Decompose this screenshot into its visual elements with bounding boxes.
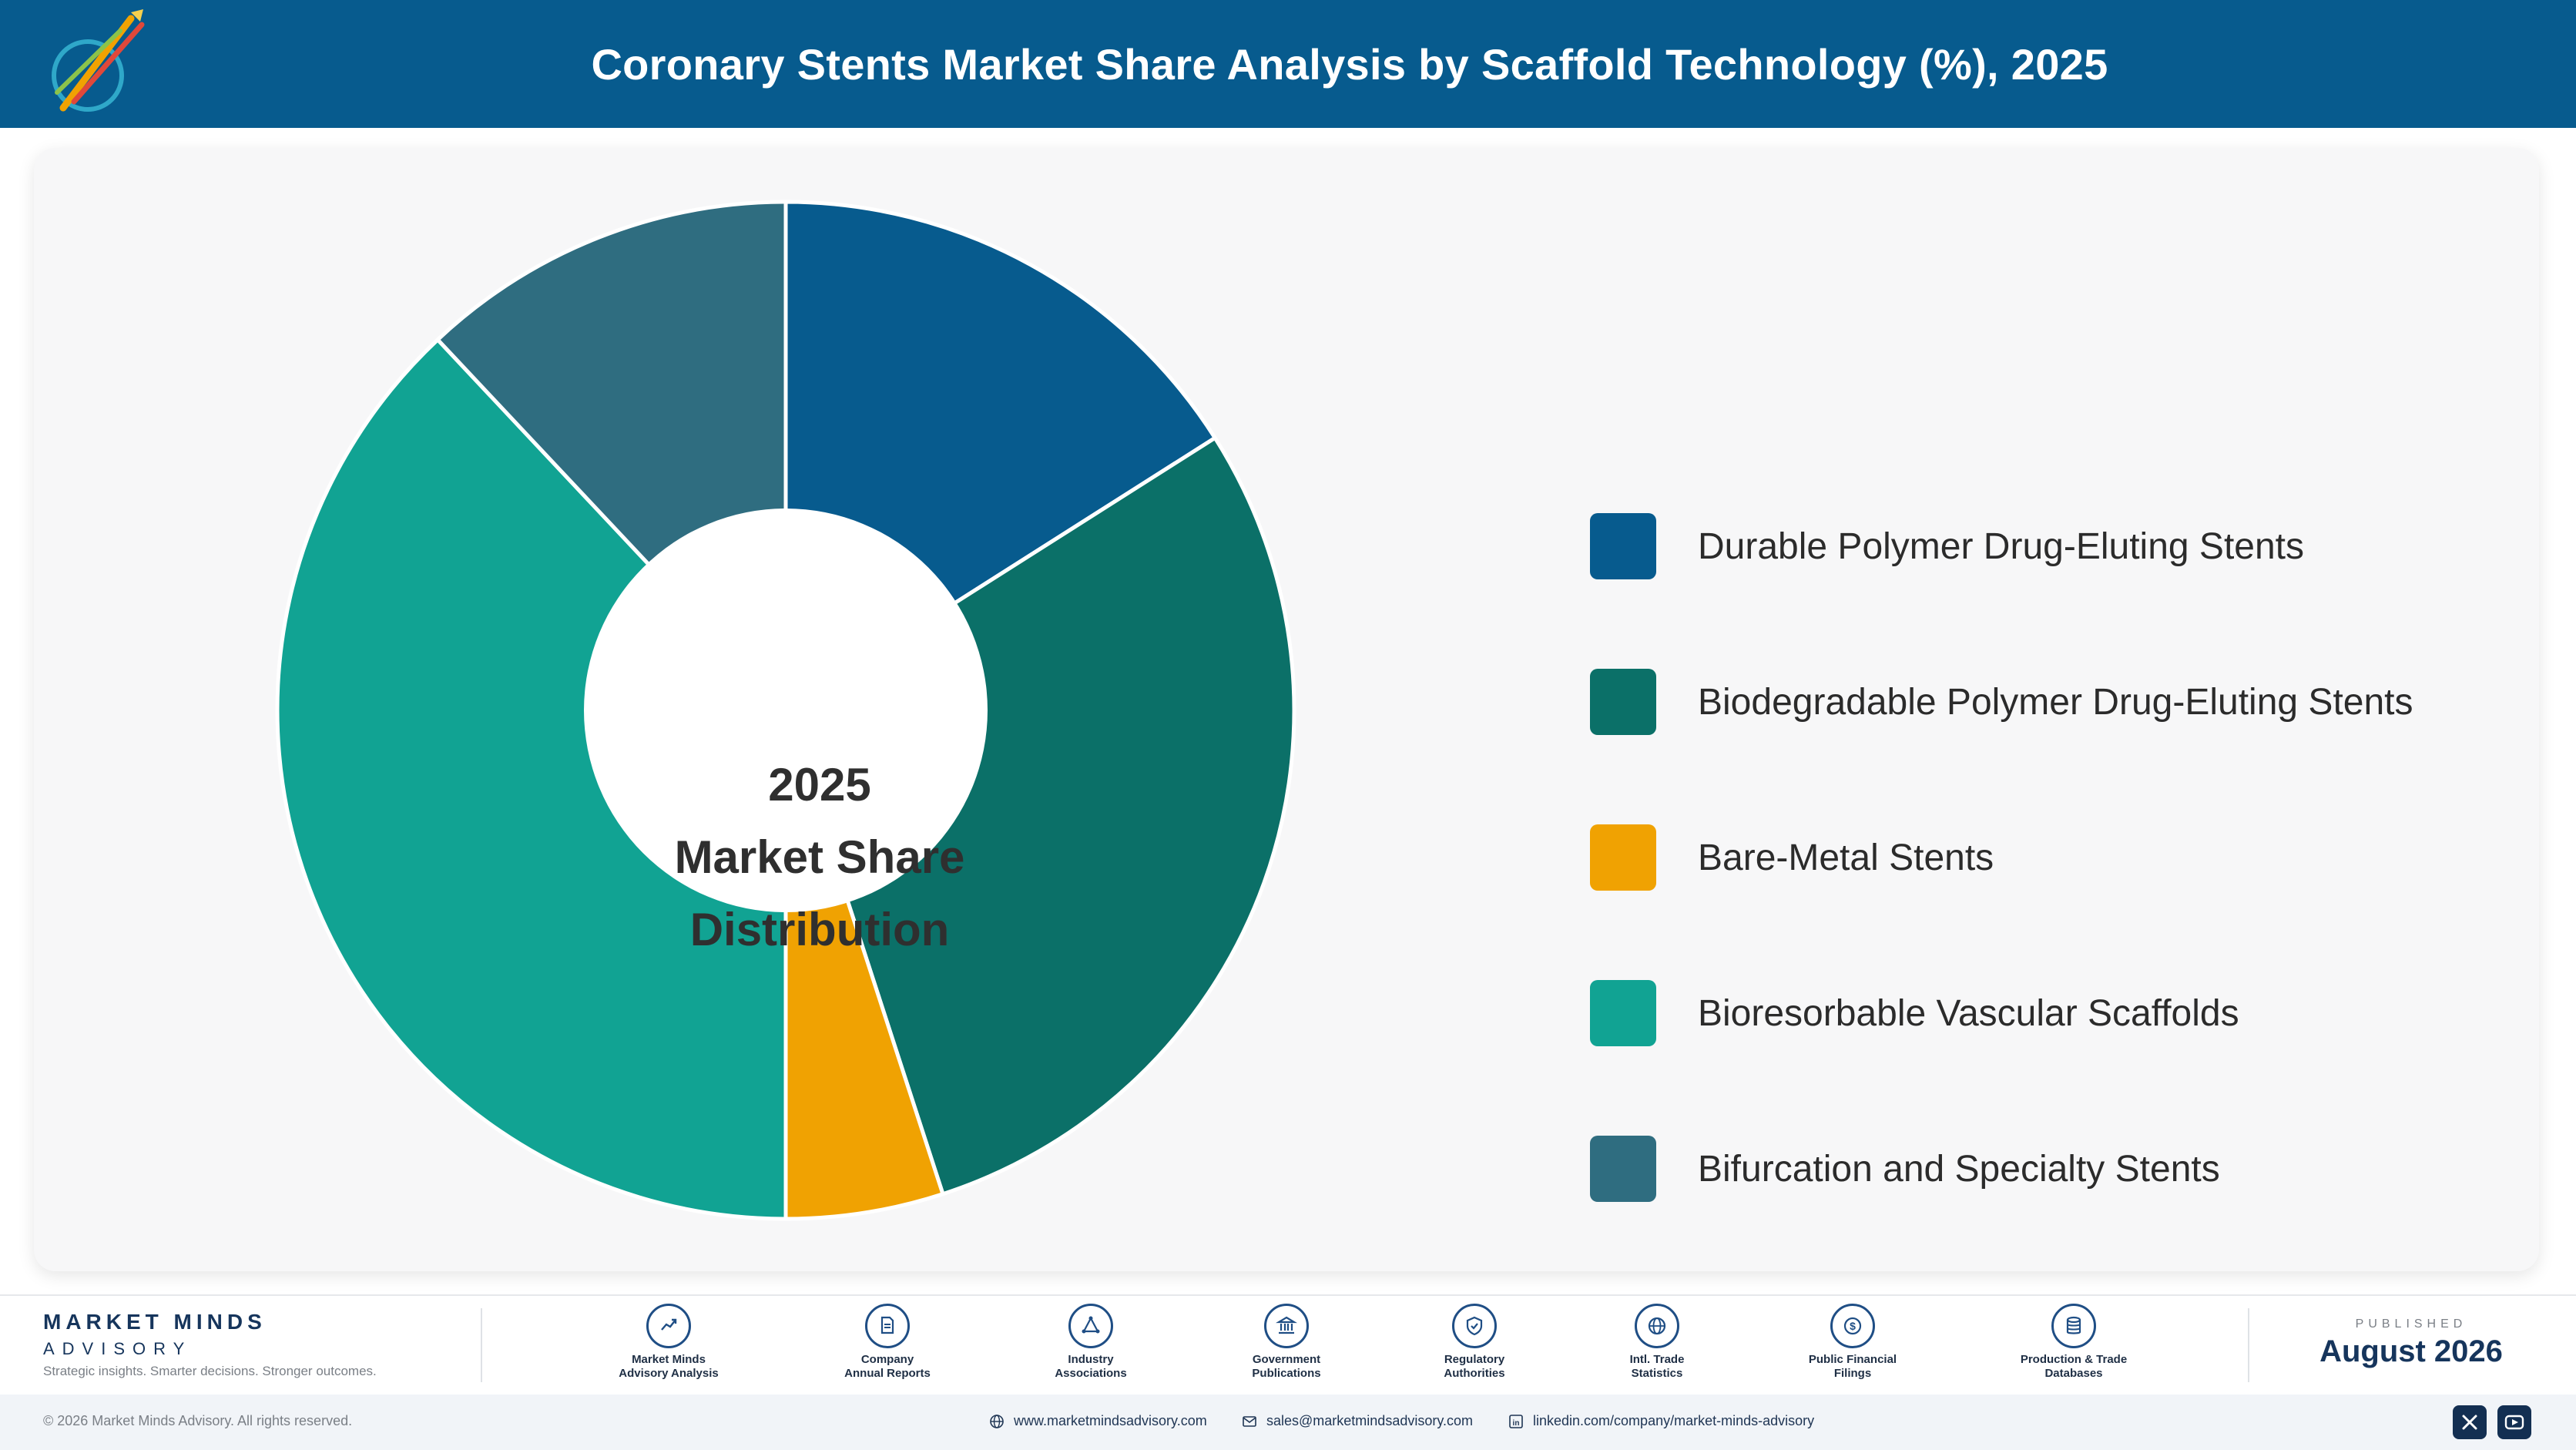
website-text: www.marketmindsadvisory.com [1014,1413,1207,1428]
page-title: Coronary Stents Market Share Analysis by… [591,39,2108,89]
copyright-text: © 2026 Market Minds Advisory. All rights… [43,1413,353,1428]
linkedin-text: linkedin.com/company/market-minds-adviso… [1533,1413,1815,1428]
source-item: Market Minds Advisory Analysis [584,1304,753,1381]
source-label: Industry Associations [1055,1353,1127,1380]
database-icon [2051,1304,2096,1348]
source-item: Government Publications [1202,1304,1371,1381]
source-label: Intl. Trade Statistics [1629,1353,1685,1380]
header-bar: Coronary Stents Market Share Analysis by… [0,0,2576,128]
source-item: Intl. Trade Statistics [1572,1304,1742,1381]
donut-slice-bioresorbable-vascular-scaffolds [275,337,788,1221]
youtube-social-button[interactable] [2497,1405,2531,1439]
center-label-line-3: Distribution [689,904,950,955]
mail-icon [1243,1415,1256,1427]
source-item: Company Annual Reports [803,1304,972,1381]
brand-name: MARKET MINDS [43,1310,267,1334]
source-label: Company Annual Reports [844,1353,931,1380]
footer-divider-left [481,1308,482,1382]
source-label: Production & Trade Databases [2020,1353,2128,1380]
dollar-coin-icon: $ [1830,1304,1875,1348]
source-item: $ Public Financial Filings [1768,1304,1937,1381]
chart-line-icon [646,1304,691,1348]
legend-swatch [1590,980,1656,1046]
legend-item: Bioresorbable Vascular Scaffolds [1590,980,2239,1046]
legend-item: Bifurcation and Specialty Stents [1590,1136,2220,1202]
footer-divider-right [2248,1308,2249,1382]
source-label: Regulatory Authorities [1444,1353,1505,1380]
legend-swatch [1590,669,1656,735]
legend-swatch [1590,513,1656,579]
source-item: Industry Associations [1006,1304,1176,1381]
youtube-icon [2504,1415,2524,1430]
source-label: Market Minds Advisory Analysis [619,1353,719,1380]
email-text: sales@marketmindsadvisory.com [1266,1413,1474,1428]
brand-tagline: Strategic insights. Smarter decisions. S… [43,1364,377,1378]
globe-icon [1635,1304,1679,1348]
website-link[interactable]: www.marketmindsadvisory.com [989,1413,1207,1429]
legend-label: Biodegradable Polymer Drug-Eluting Stent… [1698,681,2413,723]
linkedin-icon: in [1509,1414,1523,1428]
center-label-line-2: Market Share [674,831,965,883]
donut-hole [584,509,988,912]
footer-sources-band: MARKET MINDS ADVISORY Strategic insights… [0,1294,2576,1395]
legend-item: Bare-Metal Stents [1590,824,1994,891]
market-minds-logo-icon [52,9,145,112]
globe-icon [990,1414,1004,1428]
brand-subtitle: ADVISORY [43,1339,193,1358]
donut-center-label: 2025 Market Share Distribution [619,749,1020,966]
network-icon [1068,1304,1113,1348]
legend-label: Bare-Metal Stents [1698,837,1994,878]
legend-label: Durable Polymer Drug-Eluting Stents [1698,525,2305,567]
legend-swatch [1590,1136,1656,1202]
published-date: August 2026 [2319,1334,2503,1368]
x-icon [2462,1415,2477,1430]
source-item: Regulatory Authorities [1390,1304,1559,1381]
legend-swatch [1590,824,1656,891]
source-item: Production & Trade Databases [1989,1304,2158,1381]
donut-slice-biodegradable-polymer-drug-eluting-stents [783,435,1296,1197]
linkedin-link[interactable]: in linkedin.com/company/market-minds-adv… [1508,1413,1814,1429]
source-label: Government Publications [1252,1353,1321,1380]
svg-text:$: $ [1850,1320,1856,1332]
bottom-bar: © 2026 Market Minds Advisory. All rights… [0,1395,2576,1450]
donut-chart [275,200,1296,1221]
legend-item: Durable Polymer Drug-Eluting Stents [1590,513,2304,579]
shield-check-icon [1452,1304,1497,1348]
legend-item: Biodegradable Polymer Drug-Eluting Stent… [1590,669,2413,735]
chart-card: 2025 Market Share Distribution Durable P… [34,148,2539,1271]
x-social-button[interactable] [2453,1405,2487,1439]
government-building-icon [1264,1304,1309,1348]
legend-label: Bioresorbable Vascular Scaffolds [1698,992,2239,1034]
email-link[interactable]: sales@marketmindsadvisory.com [1242,1413,1473,1429]
source-label: Public Financial Filings [1808,1353,1897,1380]
center-label-year: 2025 [768,759,871,811]
legend-label: Bifurcation and Specialty Stents [1698,1148,2220,1190]
document-icon [865,1304,910,1348]
published-label: PUBLISHED [2355,1317,2467,1331]
svg-text:in: in [1513,1419,1520,1428]
